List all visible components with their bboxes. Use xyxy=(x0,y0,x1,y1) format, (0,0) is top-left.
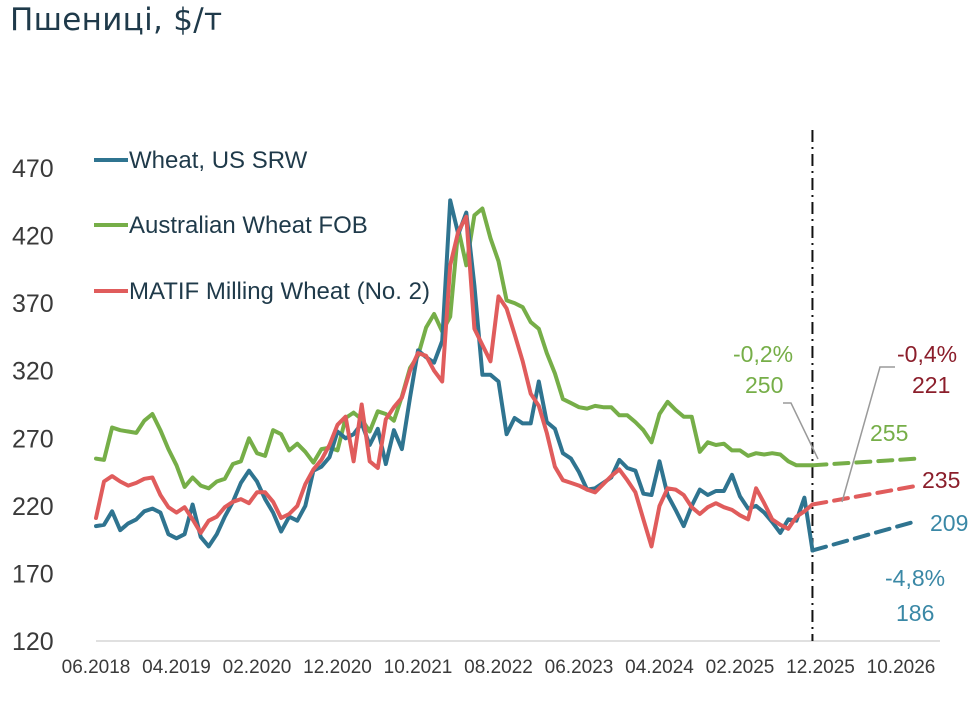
forecast-line-2 xyxy=(810,456,920,468)
y-tick-label-170: 170 xyxy=(12,560,54,588)
x-tick-label-06.2023: 06.2023 xyxy=(545,657,614,678)
x-tick-label-06.2018: 06.2018 xyxy=(62,657,131,678)
ann-srw-end: 209 xyxy=(930,510,968,536)
chart-title: Пшениці, $/т xyxy=(10,2,223,38)
x-tick-label-12.2025: 12.2025 xyxy=(786,657,855,678)
y-tick-label-220: 220 xyxy=(12,493,54,521)
x-tick-label-04.2024: 04.2024 xyxy=(625,657,694,678)
x-tick-label-02.2020: 02.2020 xyxy=(223,657,292,678)
ann-srw-value: 186 xyxy=(896,600,934,626)
y-tick-label-470: 470 xyxy=(12,155,54,183)
ann-australian-change: -0,2% xyxy=(733,341,793,367)
x-tick-label-04.2019: 04.2019 xyxy=(142,657,211,678)
forecast-line-1 xyxy=(810,518,920,553)
ann-matif-leader xyxy=(841,366,895,503)
y-tick-label-320: 320 xyxy=(12,358,54,386)
ann-australian-end: 255 xyxy=(870,420,908,446)
y-tick-label-420: 420 xyxy=(12,223,54,251)
ann-australian-value: 250 xyxy=(745,372,783,398)
y-tick-label-270: 270 xyxy=(12,425,54,453)
x-tick-label-12.2020: 12.2020 xyxy=(303,657,372,678)
ann-australian-leader xyxy=(783,402,819,460)
series-line-2 xyxy=(94,206,815,491)
ann-matif-change: -0,4% xyxy=(897,341,957,367)
forecast-line-3 xyxy=(810,483,920,507)
ann-matif-end: 235 xyxy=(922,467,960,493)
legend-label-3: MATIF Milling Wheat (No. 2) xyxy=(129,278,430,305)
legend-label-2: Australian Wheat FOB xyxy=(129,212,368,239)
y-tick-label-120: 120 xyxy=(12,628,54,656)
series-line-1 xyxy=(94,198,815,553)
x-tick-label-02.2025: 02.2025 xyxy=(706,657,775,678)
ann-matif-value: 221 xyxy=(912,372,950,398)
x-tick-label-08.2022: 08.2022 xyxy=(464,657,533,678)
series-line-3 xyxy=(94,214,815,549)
legend-label-1: Wheat, US SRW xyxy=(129,147,308,174)
y-tick-label-370: 370 xyxy=(12,290,54,318)
ann-srw-change: -4,8% xyxy=(885,565,945,591)
x-tick-label-10.2021: 10.2021 xyxy=(384,657,453,678)
x-tick-label-10.2026: 10.2026 xyxy=(867,657,936,678)
